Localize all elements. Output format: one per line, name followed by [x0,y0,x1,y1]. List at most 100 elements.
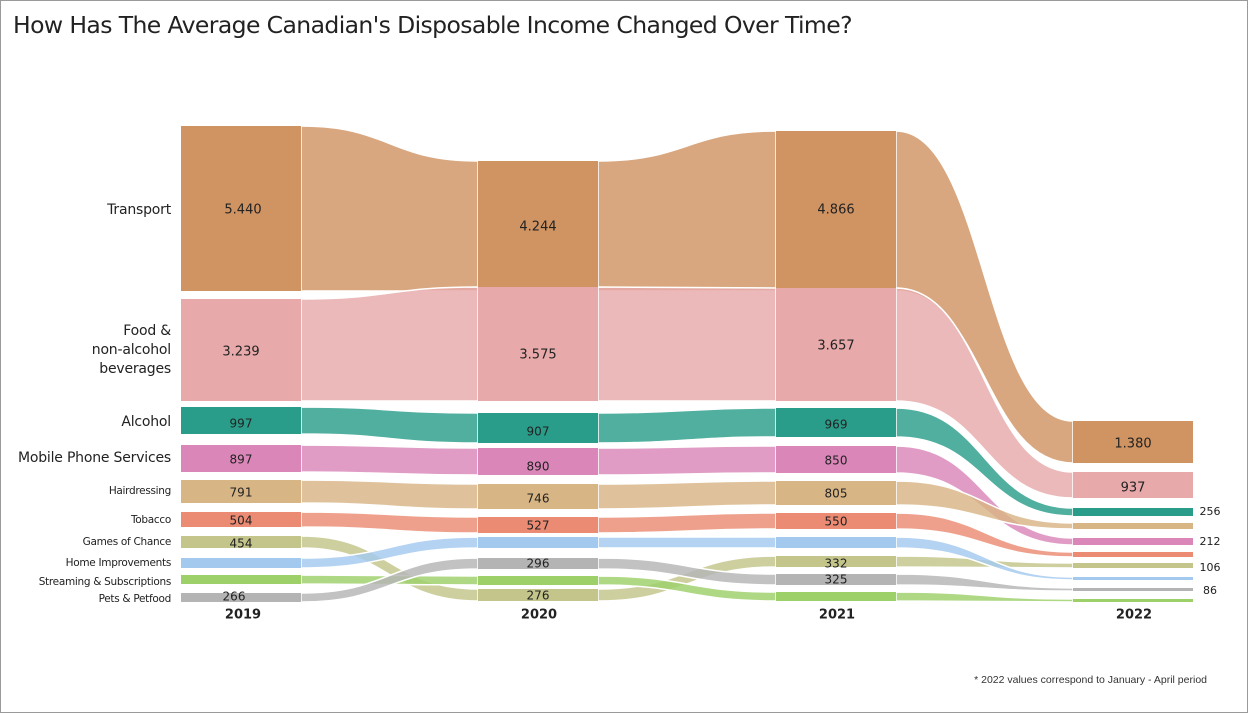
value-label-games-of-chance-2019: 454 [230,537,253,551]
value-label-transport-2019: 5.440 [224,203,261,218]
value-label-mobile-phone-services-2020: 890 [527,460,550,474]
series-name-home-improvements: Home Improvements [66,557,171,569]
block-food-non-alcohol-beverages-2020 [478,287,598,401]
block-pets-petfood-2019 [181,593,301,602]
value-label-tobacco-2019: 504 [230,514,253,528]
block-home-improvements-2019 [181,558,301,568]
value-label-games-of-chance-2022: 106 [1200,561,1221,574]
value-label-alcohol-2021: 969 [825,418,848,432]
block-streaming-subscriptions-2020 [478,576,598,585]
block-home-improvements-2022 [1073,577,1193,580]
block-tobacco-2022 [1073,552,1193,557]
flow-alcohol-2019-2020 [300,406,479,444]
series-name-food-non-alcohol-beverages-line2: non-alcohol [92,342,171,358]
value-label-games-of-chance-2020: 276 [527,589,550,603]
block-hairdressing-2021 [776,481,896,505]
value-label-mobile-phone-services-2019: 897 [230,453,253,467]
value-label-food-non-alcohol-beverages-2022: 937 [1121,481,1146,496]
series-name-food-non-alcohol-beverages-line1: Food & [123,323,171,339]
block-alcohol-2021 [776,408,896,437]
block-mobile-phone-services-2021 [776,446,896,473]
block-tobacco-2020 [478,517,598,533]
block-pets-petfood-2020 [478,558,598,569]
block-streaming-subscriptions-2022 [1073,599,1193,602]
block-hairdressing-2022 [1073,523,1193,529]
block-pets-petfood-2021 [776,574,896,585]
block-food-non-alcohol-beverages-2021 [776,288,896,401]
block-transport-2019 [181,126,301,291]
value-label-transport-2021: 4.866 [817,203,854,218]
block-mobile-phone-services-2022 [1073,538,1193,545]
block-mobile-phone-services-2019 [181,445,301,472]
block-alcohol-2019 [181,407,301,434]
block-transport-2020 [478,161,598,291]
block-tobacco-2021 [776,513,896,529]
value-label-tobacco-2020: 527 [527,519,550,533]
flow-hairdressing-2019-2020 [300,479,479,510]
block-streaming-subscriptions-2021 [776,592,896,601]
series-name-pets-petfood: Pets & Petfood [99,593,171,605]
series-name-hairdressing: Hairdressing [109,485,171,497]
value-label-pets-petfood-2021: 325 [825,573,848,587]
blocks [181,126,1193,602]
value-label-hairdressing-2021: 805 [825,487,848,501]
value-label-pets-petfood-2019: 266 [223,590,246,604]
block-games-of-chance-2019 [181,536,301,548]
flow-alcohol-2020-2021 [597,407,777,444]
flow-food-non-alcohol-beverages-2019-2020 [300,286,479,402]
x-tick-label-2021: 2021 [819,608,855,623]
block-transport-2021 [776,131,896,291]
flow-tobacco-2019-2020 [300,511,479,534]
value-label-pets-petfood-2022: 86 [1203,584,1217,597]
flow-transport-2019-2020 [300,125,479,292]
block-home-improvements-2021 [776,537,896,548]
value-label-alcohol-2022: 256 [1200,505,1221,518]
value-label-hairdressing-2019: 791 [230,486,253,500]
series-name-food-non-alcohol-beverages-line3: beverages [99,361,171,377]
value-label-transport-2022: 1.380 [1114,437,1151,452]
flows [300,125,1074,603]
series-name-mobile-phone-services: Mobile Phone Services [18,450,171,466]
flow-mobile-phone-services-2019-2020 [300,444,479,476]
series-name-tobacco: Tobacco [130,514,171,526]
value-label-transport-2020: 4.244 [519,220,556,235]
series-name-streaming-subscriptions: Streaming & Subscriptions [39,576,171,588]
block-tobacco-2019 [181,512,301,527]
flow-home-improvements-2020-2021 [597,536,777,549]
flow-tobacco-2020-2021 [597,512,777,534]
block-food-non-alcohol-beverages-2022 [1073,472,1193,498]
block-home-improvements-2020 [478,537,598,548]
x-tick-label-2019: 2019 [225,608,261,623]
block-games-of-chance-2020 [478,589,598,601]
x-tick-label-2022: 2022 [1116,608,1152,623]
footnote: * 2022 values correspond to January - Ap… [974,674,1207,686]
value-label-mobile-phone-services-2021: 850 [825,454,848,468]
series-name-transport: Transport [106,202,172,218]
block-streaming-subscriptions-2019 [181,575,301,584]
block-hairdressing-2020 [478,484,598,509]
value-label-tobacco-2021: 550 [825,515,848,529]
value-label-food-non-alcohol-beverages-2020: 3.575 [519,348,556,363]
block-food-non-alcohol-beverages-2019 [181,299,301,401]
block-transport-2022 [1073,421,1193,463]
block-games-of-chance-2022 [1073,563,1193,568]
flow-streaming-subscriptions-2021-2022 [895,591,1074,603]
x-tick-label-2020: 2020 [521,608,557,623]
flow-food-non-alcohol-beverages-2020-2021 [597,286,777,402]
x-axis: 2019 2020 2021 2022 [225,608,1152,623]
value-labels: 5.440 4.244 4.866 1.380 3.239 3.575 3.657 937 99… [222,203,1220,604]
flow-hairdressing-2020-2021 [597,480,777,510]
block-alcohol-2020 [478,413,598,443]
value-label-pets-petfood-2020: 296 [527,557,550,571]
value-label-hairdressing-2020: 746 [527,492,550,506]
value-label-food-non-alcohol-beverages-2019: 3.239 [222,345,259,360]
value-label-mobile-phone-services-2022: 212 [1200,535,1221,548]
flow-mobile-phone-services-2020-2021 [597,445,777,476]
block-games-of-chance-2021 [776,556,896,567]
block-pets-petfood-2022 [1073,588,1193,591]
block-hairdressing-2019 [181,480,301,503]
value-label-food-non-alcohol-beverages-2021: 3.657 [817,339,854,354]
flow-transport-2020-2021 [597,130,777,292]
